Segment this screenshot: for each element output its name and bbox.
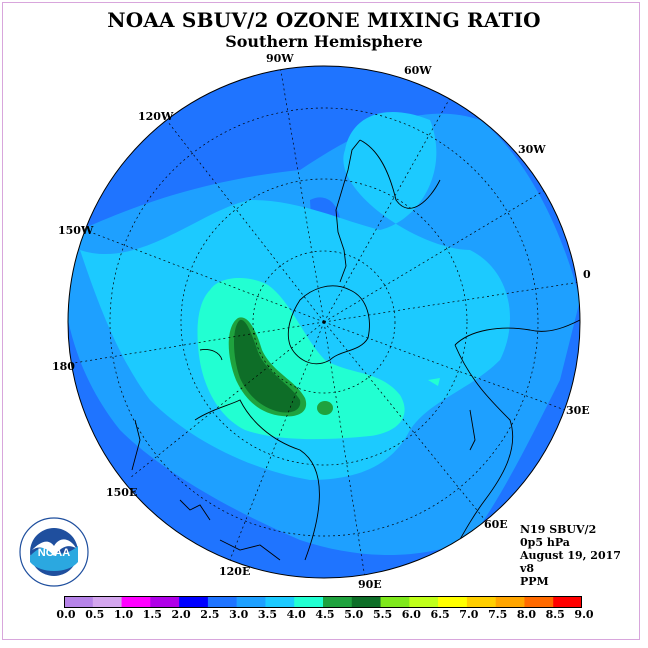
colorbar-swatch: [466, 596, 496, 608]
colorbar-tick-label: 3.5: [257, 608, 278, 621]
colorbar-tick-label: 5.5: [372, 608, 393, 621]
lon-label-90e: 90E: [358, 578, 382, 591]
lon-label-90w: 90W: [266, 52, 294, 65]
lon-label-30w: 30W: [518, 143, 546, 156]
colorbar-swatch: [236, 596, 266, 608]
colorbar: [64, 596, 582, 608]
colorbar-ticks: 0.0 0.5 1.0 1.5 2.0 2.5 3.0 3.5 4.0 4.5 5.0 5.5 6.0 6…: [0, 608, 648, 624]
colorbar-swatch: [64, 596, 94, 608]
colorbar-swatch: [438, 596, 468, 608]
ozone-level-5-0: [234, 319, 301, 413]
lon-label-0: 0: [583, 268, 591, 281]
lon-label-150w: 150W: [58, 224, 94, 237]
colorbar-tick-label: 7.5: [488, 608, 508, 621]
colorbar-tick-label: 4.0: [286, 608, 306, 621]
lon-label-180: 180: [52, 360, 75, 373]
colorbar-tick-label: 1.0: [113, 608, 134, 621]
lon-label-60e: 60E: [484, 518, 508, 531]
colorbar-tick-label: 9.0: [574, 608, 594, 621]
colorbar-swatch: [380, 596, 410, 608]
colorbar-swatch: [323, 596, 353, 608]
colorbar-tick-label: 2.0: [171, 608, 191, 621]
colorbar-tick-label: 6.5: [430, 608, 450, 621]
colorbar-swatch: [92, 596, 122, 608]
units-label: PPM: [520, 575, 549, 588]
map-subtitle: Southern Hemisphere: [225, 32, 423, 51]
product-info: N19 SBUV/2 0p5 hPa August 19, 2017 v8 PP…: [520, 523, 621, 588]
map-boundary: [67, 65, 581, 579]
satellite-name: N19 SBUV/2: [520, 523, 597, 536]
colorbar-swatch: [495, 596, 525, 608]
pressure-level: 0p5 hPa: [520, 536, 570, 549]
version-label: v8: [520, 562, 535, 575]
colorbar-swatch: [179, 596, 209, 608]
colorbar-tick-label: 6.0: [401, 608, 421, 621]
ozone-level-3-5: [80, 111, 510, 480]
noaa-logo-text: NOAA: [38, 547, 70, 559]
colorbar-tick-label: 3.0: [229, 608, 249, 621]
lon-label-60w: 60W: [404, 64, 432, 77]
noaa-logo: NOAA: [19, 517, 89, 587]
colorbar-tick-label: 5.0: [344, 608, 364, 621]
colorbar-tick-label: 2.5: [200, 608, 220, 621]
colorbar-swatch: [524, 596, 554, 608]
map-title: NOAA SBUV/2 OZONE MIXING RATIO: [107, 8, 541, 32]
figure-frame: [2, 2, 640, 640]
colorbar-swatch: [553, 596, 582, 608]
colorbar-tick-label: 0.0: [56, 608, 76, 621]
colorbar-swatch: [351, 596, 381, 608]
colorbar-tick-label: 0.5: [85, 608, 105, 621]
lon-label-30e: 30E: [566, 404, 590, 417]
observation-date: August 19, 2017: [520, 549, 621, 562]
colorbar-swatch: [207, 596, 237, 608]
colorbar-tick-label: 8.0: [516, 608, 537, 621]
latitude-circles: [109, 107, 539, 537]
colorbar-tick-label: 7.0: [459, 608, 479, 621]
ozone-level-4-0-spot: [428, 378, 440, 386]
lon-label-120e: 120E: [219, 565, 251, 578]
colorbar-swatch: [121, 596, 151, 608]
colorbar-swatch: [150, 596, 180, 608]
colorbar-tick-label: 4.5: [315, 608, 335, 621]
lon-label-150e: 150E: [106, 486, 138, 499]
colorbar-swatch: [265, 596, 295, 608]
ozone-level-4-5-spot: [317, 401, 333, 415]
coastlines: [131, 139, 580, 561]
colorbar-tick-label: 1.5: [142, 608, 162, 621]
colorbar-tick-label: 8.5: [545, 608, 565, 621]
colorbar-swatch: [409, 596, 439, 608]
colorbar-swatch: [294, 596, 324, 608]
lon-label-120w: 120W: [138, 110, 174, 123]
